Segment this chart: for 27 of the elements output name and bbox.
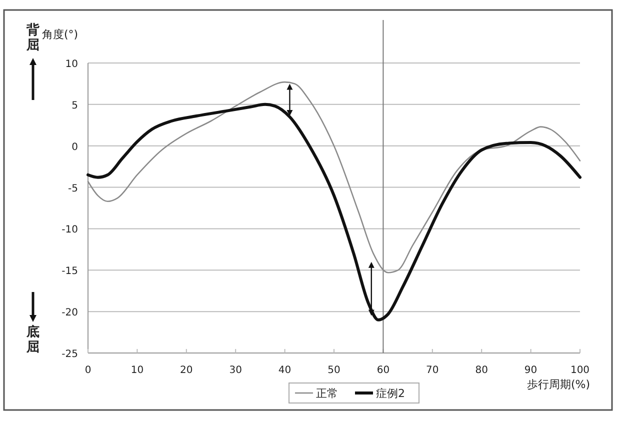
x-axis-title: 歩行周期(%) bbox=[526, 378, 590, 391]
line-series bbox=[86, 102, 582, 322]
legend-label: 正常 bbox=[316, 387, 338, 400]
y-axis-title: 角度(°) bbox=[42, 28, 78, 41]
y-tick-label: -5 bbox=[68, 183, 78, 194]
y-tick-label: 5 bbox=[72, 100, 78, 112]
line-series bbox=[87, 81, 581, 274]
x-tick-label: 10 bbox=[130, 365, 144, 376]
y-tick-label: -25 bbox=[62, 349, 78, 360]
x-tick-label: 70 bbox=[426, 365, 439, 376]
x-tick-label: 30 bbox=[229, 365, 242, 376]
y-tick-label: -10 bbox=[62, 224, 78, 236]
text: 底屈 bbox=[26, 324, 40, 355]
y-tick-label: 0 bbox=[72, 142, 78, 153]
x-tick-label: 20 bbox=[180, 365, 193, 376]
x-tick-label: 0 bbox=[84, 365, 92, 376]
x-tick-label: 40 bbox=[278, 365, 292, 376]
y-tick-label: -15 bbox=[62, 266, 78, 278]
y-tick-label: -20 bbox=[62, 308, 78, 319]
x-tick-label: 60 bbox=[376, 365, 390, 376]
x-tick-label: 100 bbox=[570, 365, 590, 376]
y-tick-label: 10 bbox=[65, 59, 78, 70]
legend-label: 症例2 bbox=[376, 387, 405, 400]
x-tick-label: 50 bbox=[328, 365, 340, 376]
text: 背屈 bbox=[26, 22, 40, 53]
x-tick-label: 80 bbox=[475, 365, 488, 376]
x-tick-label: 90 bbox=[524, 365, 538, 376]
